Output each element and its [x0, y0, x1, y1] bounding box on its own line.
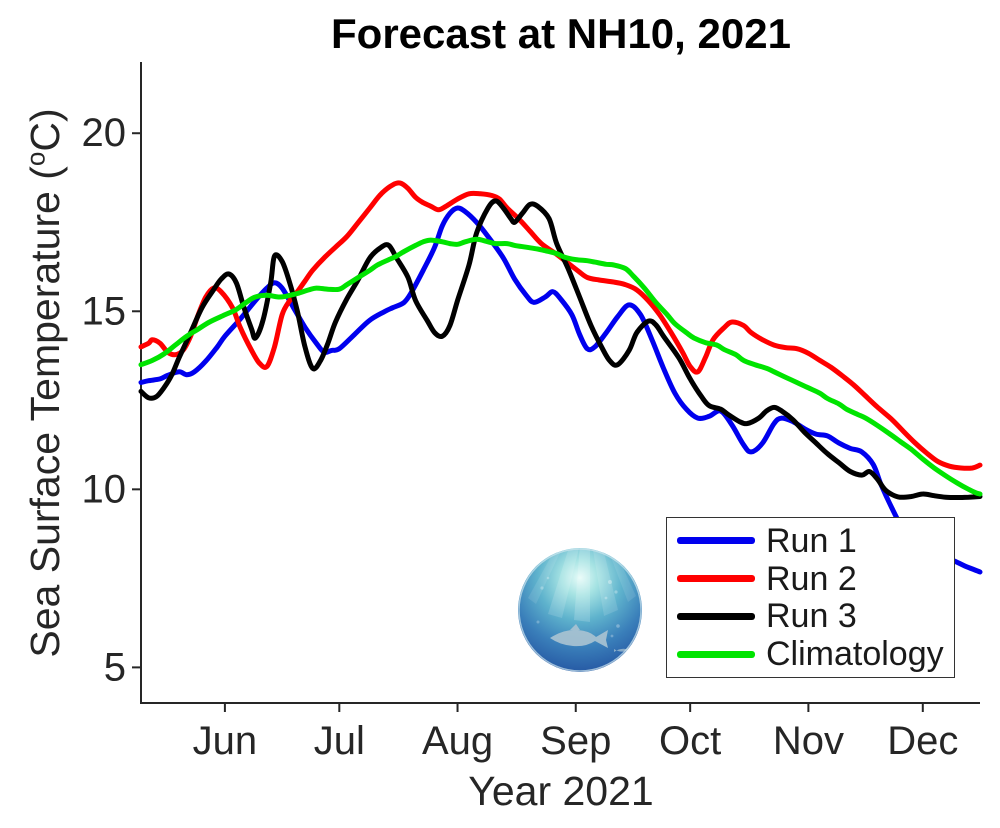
axis-spines [140, 62, 980, 704]
legend-item-run-1: Run 1 [677, 523, 946, 559]
x-tick-label: Oct [659, 719, 721, 763]
series-line-run-1 [138, 205, 983, 575]
x-tick-label: Dec [887, 719, 958, 763]
y-tick-label: 15 [82, 289, 127, 333]
y-axis-label-unit: C) [22, 108, 68, 152]
y-axis-label: Sea Surface Temperature (oC) [20, 43, 70, 723]
series-line-run-3 [138, 198, 983, 500]
jscope-logo [518, 548, 642, 672]
y-tick-label: 10 [82, 467, 127, 511]
x-tick-label: Aug [422, 719, 493, 763]
x-tick-label: Jun [193, 719, 258, 763]
degree-symbol: o [20, 151, 51, 167]
legend-swatch [677, 537, 755, 545]
x-tick-label: Nov [773, 719, 844, 763]
legend-item-run-3: Run 3 [677, 598, 946, 634]
legend-label: Run 3 [766, 597, 857, 636]
chart-title: Forecast at NH10, 2021 [331, 10, 791, 57]
legend-swatch [677, 650, 755, 658]
bubbles [536, 576, 620, 638]
x-tick-label: Jul [314, 719, 365, 763]
legend-label: Run 1 [766, 521, 857, 560]
y-tick-label: 20 [82, 111, 127, 155]
legend: Run 1 Run 2 Run 3 Climatology [666, 517, 955, 678]
legend-item-run-2: Run 2 [677, 561, 946, 597]
legend-swatch [677, 612, 755, 620]
jscope-logo-image [518, 548, 642, 672]
legend-item-climatology: Climatology [677, 636, 946, 672]
legend-label: Run 2 [766, 559, 857, 598]
x-tick-label: Sep [540, 719, 611, 763]
series-line-run-2 [138, 180, 983, 471]
x-axis-label: Year 2021 [468, 768, 654, 814]
y-tick-label: 5 [104, 645, 126, 689]
legend-label: Climatology [766, 635, 944, 674]
y-axis-label-text: Sea Surface Temperature ( [22, 166, 68, 658]
legend-swatch [677, 575, 755, 583]
series-line-climatology [138, 236, 983, 497]
